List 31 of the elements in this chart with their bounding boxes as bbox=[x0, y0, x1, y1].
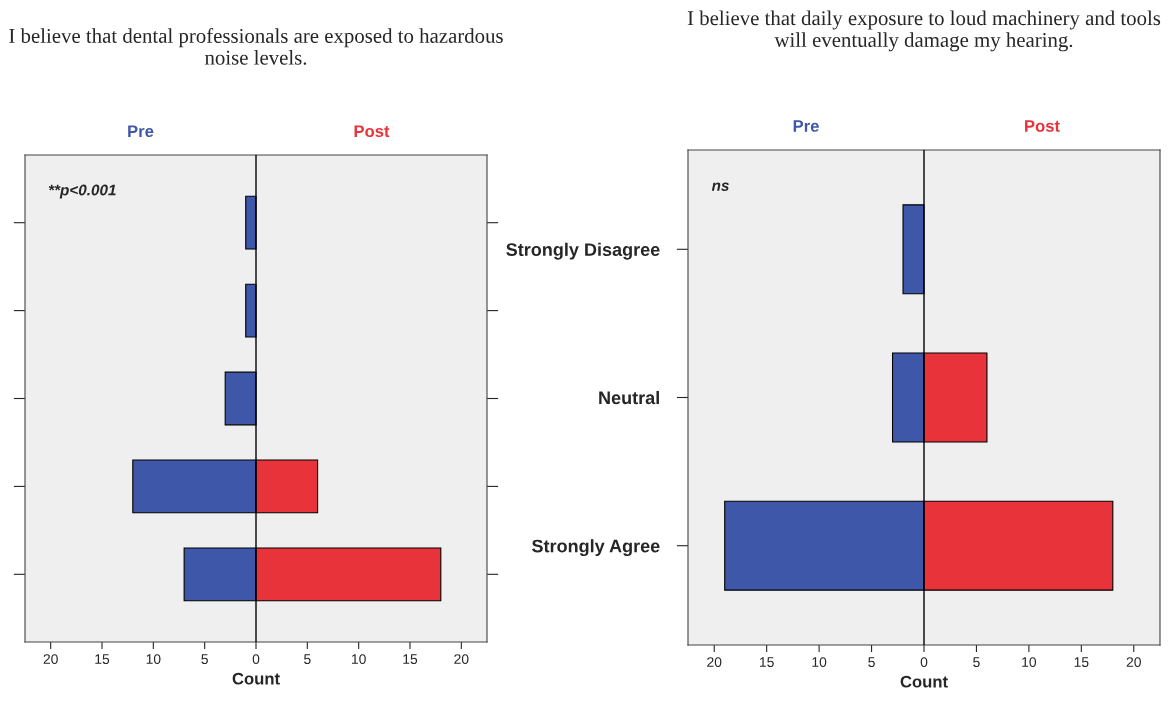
text: Pre bbox=[128, 125, 154, 138]
x-axis-title: Count bbox=[232, 672, 280, 685]
x-tick-label: 15 bbox=[95, 654, 110, 665]
x-tick-label: 20 bbox=[43, 654, 58, 665]
x-tick-label: 10 bbox=[352, 654, 366, 665]
chart-title: I believe that dental professionals are exposed to hazardous noise levels. bbox=[9, 28, 503, 65]
y-tick-label: Strongly Agree bbox=[532, 539, 660, 557]
x-axis-title: Count bbox=[900, 675, 948, 688]
y-tick-label: Strongly Disagree bbox=[506, 242, 660, 260]
text: Pre bbox=[793, 120, 819, 132]
text: Post bbox=[1025, 120, 1060, 132]
x-tick-label: 0 bbox=[920, 657, 928, 668]
x-tick-label: 20 bbox=[1126, 657, 1141, 668]
x-tick-label: 10 bbox=[812, 657, 827, 668]
annotation: ns bbox=[711, 182, 729, 191]
x-tick-label: 10 bbox=[1022, 657, 1037, 668]
x-tick-label: 15 bbox=[403, 654, 418, 665]
x-tick-label: 0 bbox=[252, 654, 260, 665]
x-tick-label: 5 bbox=[868, 657, 875, 668]
x-tick-label: 20 bbox=[454, 654, 469, 665]
x-tick-label: 5 bbox=[973, 657, 980, 668]
annotation: **p<0.001 bbox=[48, 184, 116, 199]
x-tick-label: 15 bbox=[1074, 657, 1089, 668]
x-tick-label: 5 bbox=[304, 654, 311, 665]
x-tick-label: 5 bbox=[201, 654, 208, 665]
x-tick-label: 10 bbox=[146, 654, 161, 665]
chart-title: I believe that daily exposure to loud machinery and tools will eventually damage my hearing. bbox=[687, 10, 1161, 52]
x-tick-label: 20 bbox=[707, 657, 722, 668]
x-tick-label: 15 bbox=[760, 657, 774, 668]
y-tick-label: Neutral bbox=[599, 390, 659, 405]
text: Post bbox=[354, 125, 390, 138]
